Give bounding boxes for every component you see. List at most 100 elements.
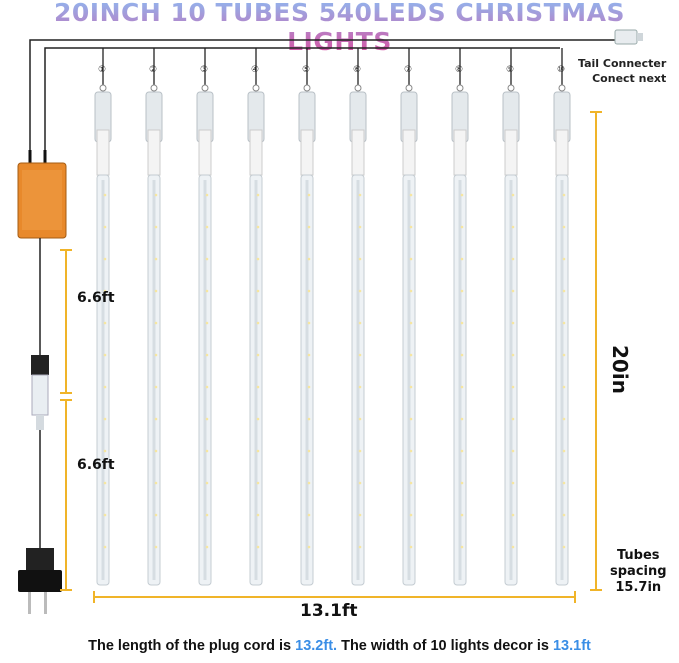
hanging-hook-icon [303,84,311,92]
footer-value-1: 13.2ft. [295,638,338,654]
led-dot [409,289,413,293]
led-dot [103,481,107,485]
led-dot [460,353,464,357]
led-dot [460,321,464,325]
cord-length-1: 6.6ft [77,290,115,306]
footer-caption: The length of the plug cord is 13.2ft. T… [0,638,679,654]
led-dot [307,513,311,517]
led-dot [205,321,209,325]
led-dot [562,353,566,357]
led-dot [460,289,464,293]
led-dot [358,545,362,549]
led-dot [460,513,464,517]
led-dot [154,225,158,229]
led-dot [103,449,107,453]
led-dot [307,385,311,389]
led-dot [358,289,362,293]
led-dot [460,545,464,549]
led-dot [256,513,260,517]
dim-line-ticks-left [60,249,72,591]
led-dot [460,417,464,421]
led-dot [511,385,515,389]
tube-number: ⑩ [556,65,566,75]
tube-number: ④ [250,65,260,75]
light-tube [451,48,469,586]
led-dot [256,417,260,421]
led-dot [409,353,413,357]
led-dot [511,449,515,453]
tube-number: ⑤ [301,65,311,75]
led-dot [307,289,311,293]
plug-prong [44,592,47,614]
led-dot [511,545,515,549]
led-dot [358,417,362,421]
led-dot [256,449,260,453]
led-dot [358,257,362,261]
dim-line-ticks-right [590,111,602,591]
light-tube [349,48,367,586]
led-dot [307,321,311,325]
led-dot [154,385,158,389]
led-dot [358,481,362,485]
cord-connector-icon [31,355,49,375]
controller-label-area [22,170,62,230]
led-dot [154,257,158,261]
led-dot [409,385,413,389]
light-tube [553,48,571,586]
led-dot [562,513,566,517]
led-dot [307,353,311,357]
product-title: 20INCH 10 TUBES 540LEDS CHRISTMAS LIGHTS [0,0,679,56]
tube-label [300,129,314,176]
led-dot [256,385,260,389]
led-dot [562,481,566,485]
tube-label [249,129,263,176]
tube-number: ⑧ [454,65,464,75]
led-dot [511,481,515,485]
tail-connector-label: Tail Connecter Conect next [578,56,666,86]
dimension-lines [60,111,602,603]
light-tube [502,48,520,586]
led-dot [154,481,158,485]
led-dot [205,481,209,485]
tube-number: ⑦ [403,65,413,75]
led-dot [154,193,158,197]
led-dot [460,225,464,229]
power-plug-icon [18,570,62,592]
led-dot [307,481,311,485]
led-dot [256,289,260,293]
hanging-hook-icon [99,84,107,92]
footer-text-2: The width of 10 lights decor is [337,638,553,654]
led-dot [307,417,311,421]
led-dot [409,321,413,325]
led-dot [358,353,362,357]
hanging-hook-icon [456,84,464,92]
led-dot [562,257,566,261]
plug-prong [28,592,31,614]
tube-number: ② [148,65,158,75]
led-dot [154,289,158,293]
led-dot [511,225,515,229]
led-dot [256,257,260,261]
led-dot [103,545,107,549]
led-dot [103,225,107,229]
hanging-hook-icon [405,84,413,92]
led-dot [562,417,566,421]
tube-label [555,129,569,176]
led-dot [103,289,107,293]
led-dot [205,545,209,549]
cord-length-2: 6.6ft [77,457,115,473]
led-dot [562,385,566,389]
led-dot [358,193,362,197]
led-dot [358,321,362,325]
led-dot [511,193,515,197]
tube-label [351,129,365,176]
led-dot [256,321,260,325]
plug-neck [26,548,54,570]
led-dot [307,257,311,261]
led-dot [562,321,566,325]
tube-label [504,129,518,176]
led-dot [205,289,209,293]
tube-number: ⑥ [352,65,362,75]
